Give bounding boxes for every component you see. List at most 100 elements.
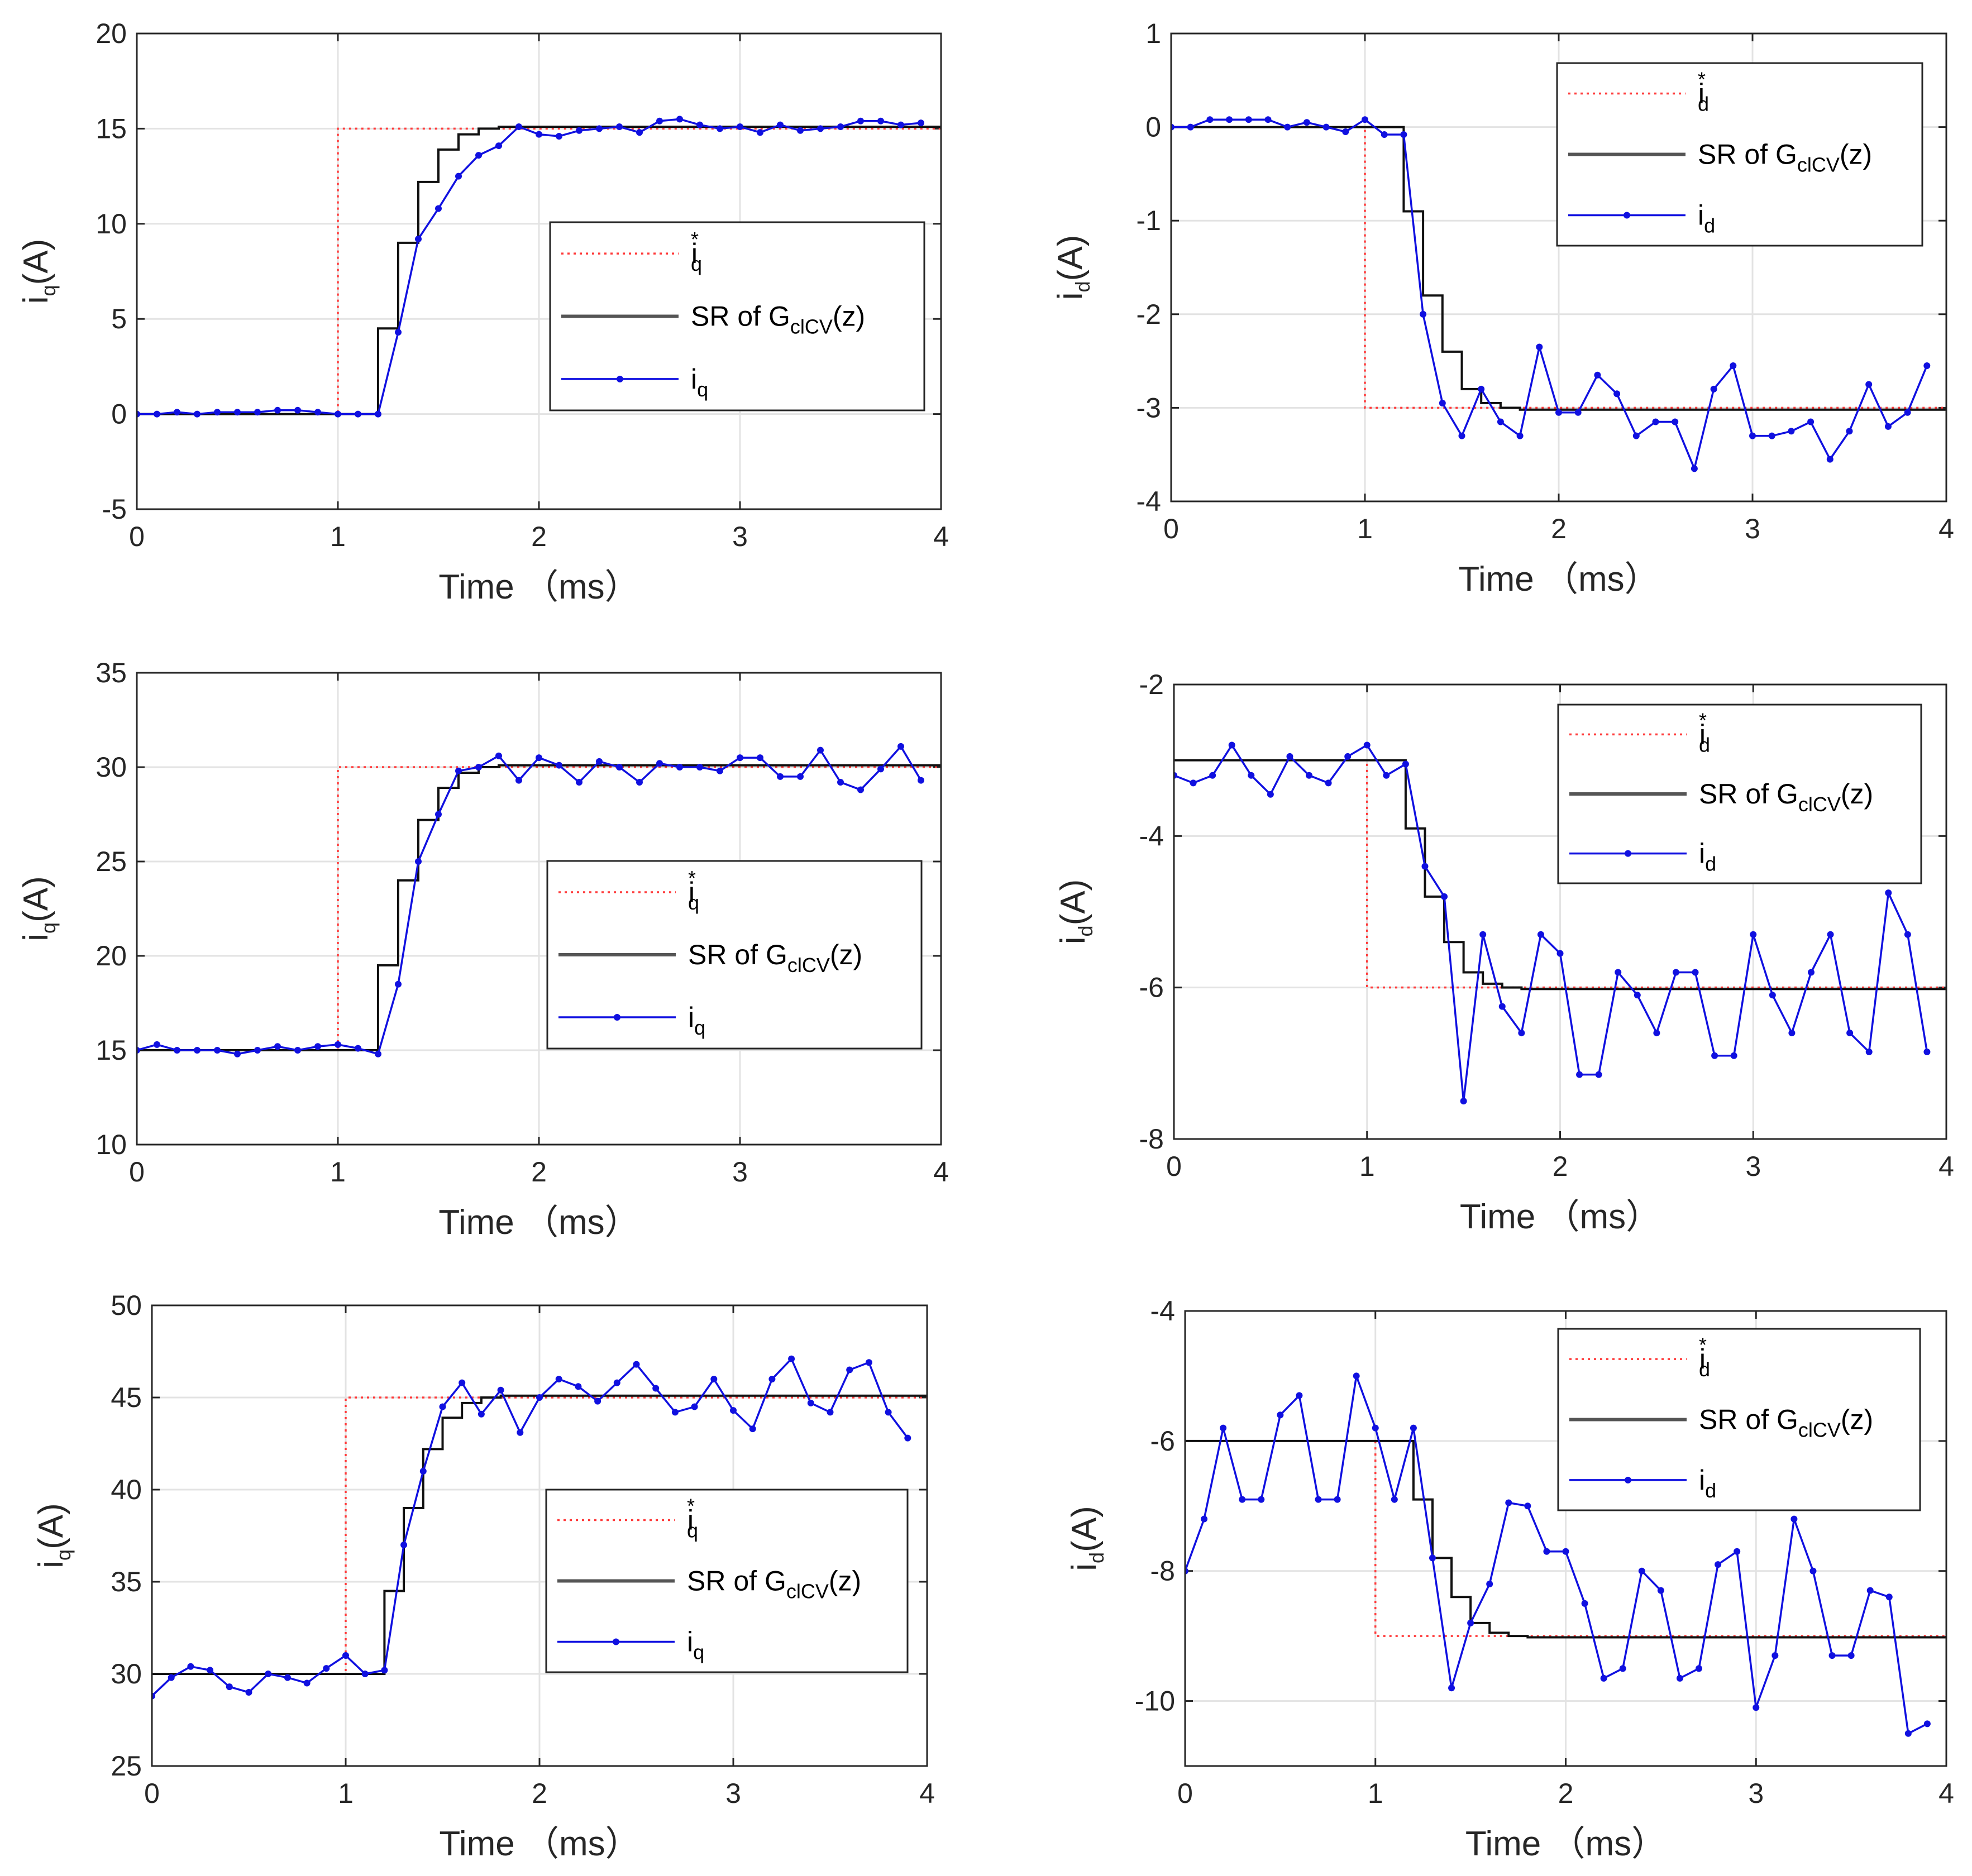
legend-label-sub: q (688, 891, 699, 914)
legend-entry-label: iq (688, 1002, 705, 1039)
series-group (152, 1355, 927, 1700)
x-tick-label: 3 (725, 1778, 741, 1809)
data-point (691, 1403, 698, 1410)
series-measured-line (1174, 743, 1928, 1102)
data-point (616, 123, 623, 130)
axes-box (136, 32, 942, 510)
legend-label-main: i (1699, 1465, 1705, 1496)
data-point (455, 767, 462, 774)
y-axis-label-sub: d (1071, 281, 1094, 292)
data-point (1325, 779, 1332, 787)
legend-label-sub: d (1698, 93, 1709, 116)
data-point (904, 1434, 911, 1442)
data-point (1657, 1587, 1664, 1594)
y-tick-label: 50 (111, 1290, 142, 1321)
data-point (455, 173, 462, 180)
y-tick-label: 25 (111, 1750, 142, 1782)
data-point (1769, 992, 1776, 999)
data-point (1788, 1030, 1796, 1037)
data-point (1730, 362, 1737, 369)
data-point (1187, 123, 1194, 131)
legend-entry-label: SR of GclCV(z) (1698, 139, 1872, 176)
data-point (757, 129, 763, 136)
x-tick-label: 2 (1551, 513, 1567, 544)
x-tick-label: 2 (532, 1778, 547, 1809)
data-point (777, 121, 784, 128)
data-point (1267, 791, 1274, 798)
data-point (1479, 931, 1487, 938)
data-point (1410, 1424, 1417, 1432)
legend-label-main: i (691, 363, 697, 395)
data-point (837, 123, 844, 130)
data-point (194, 1047, 200, 1054)
data-point (375, 1050, 381, 1057)
x-tick-label: 4 (933, 1156, 949, 1188)
x-tick-label: 4 (919, 1778, 935, 1809)
data-point (497, 1386, 504, 1394)
data-point (1885, 1593, 1893, 1601)
data-point (415, 858, 422, 865)
data-point (817, 125, 824, 132)
data-point (594, 1398, 601, 1405)
data-point (1498, 1003, 1506, 1010)
data-point (897, 121, 904, 128)
data-point (439, 1403, 446, 1410)
legend-entry-label: iq (691, 363, 708, 401)
legend-label-sup: * (1699, 709, 1707, 731)
data-point (1206, 116, 1214, 123)
y-tick-label: 1 (1145, 18, 1161, 49)
data-point (1923, 362, 1931, 369)
legend-label-rest: (z) (830, 939, 862, 970)
data-point (1286, 753, 1293, 760)
data-point (1884, 423, 1892, 430)
data-point (515, 777, 522, 784)
data-point (1634, 992, 1641, 999)
data-point (857, 117, 864, 125)
x-tick-label: 4 (1938, 1778, 1954, 1809)
legend-label-main: i (689, 877, 695, 908)
data-point (1439, 400, 1446, 407)
y-axis-label-main: i (32, 1561, 70, 1568)
data-point (234, 1050, 241, 1057)
legend-label-sub: q (687, 1519, 698, 1542)
axes-box (1173, 683, 1947, 1140)
y-tick-label: 0 (111, 399, 127, 430)
y-axis-label-main: i (17, 934, 55, 941)
x-tick-label: 2 (1553, 1151, 1568, 1182)
data-point (710, 1376, 718, 1382)
data-point (1749, 432, 1756, 439)
data-point (294, 406, 301, 414)
legend-label-rest: (z) (829, 1566, 861, 1597)
legend: i* qSR of GclCV(z)iq (549, 221, 925, 411)
legend-label-sup: * (1699, 1333, 1707, 1356)
data-point (314, 1043, 321, 1050)
data-point (556, 133, 562, 140)
data-point (1632, 432, 1640, 439)
data-point (154, 410, 160, 418)
data-point (1296, 1392, 1303, 1399)
data-point (355, 410, 361, 418)
legend-label-sub: d (1699, 733, 1710, 756)
data-point (1715, 1561, 1722, 1568)
data-point (1248, 772, 1255, 779)
y-axis-label-main: i (1051, 292, 1090, 300)
y-axis-label-rest: (A) (32, 1503, 70, 1549)
data-point (1391, 1496, 1398, 1503)
x-axis-label: Time （ms） (1458, 560, 1659, 599)
legend-label-sub: clCV (1798, 1419, 1841, 1442)
legend-label-main: SR of G (687, 1566, 786, 1597)
data-point (1562, 1548, 1569, 1555)
data-point (475, 152, 482, 159)
data-point (656, 760, 663, 767)
data-point (536, 754, 542, 762)
y-axis-label-sub: d (1074, 925, 1097, 936)
legend: i* dSR of GclCV(z)id (1557, 704, 1922, 884)
legend-label-main: SR of G (1699, 778, 1798, 810)
data-point (323, 1665, 330, 1672)
data-point (381, 1667, 388, 1674)
data-point (1676, 1674, 1683, 1682)
legend-label-main: i (1698, 78, 1704, 109)
data-point (355, 1045, 361, 1052)
data-point (1264, 116, 1272, 123)
